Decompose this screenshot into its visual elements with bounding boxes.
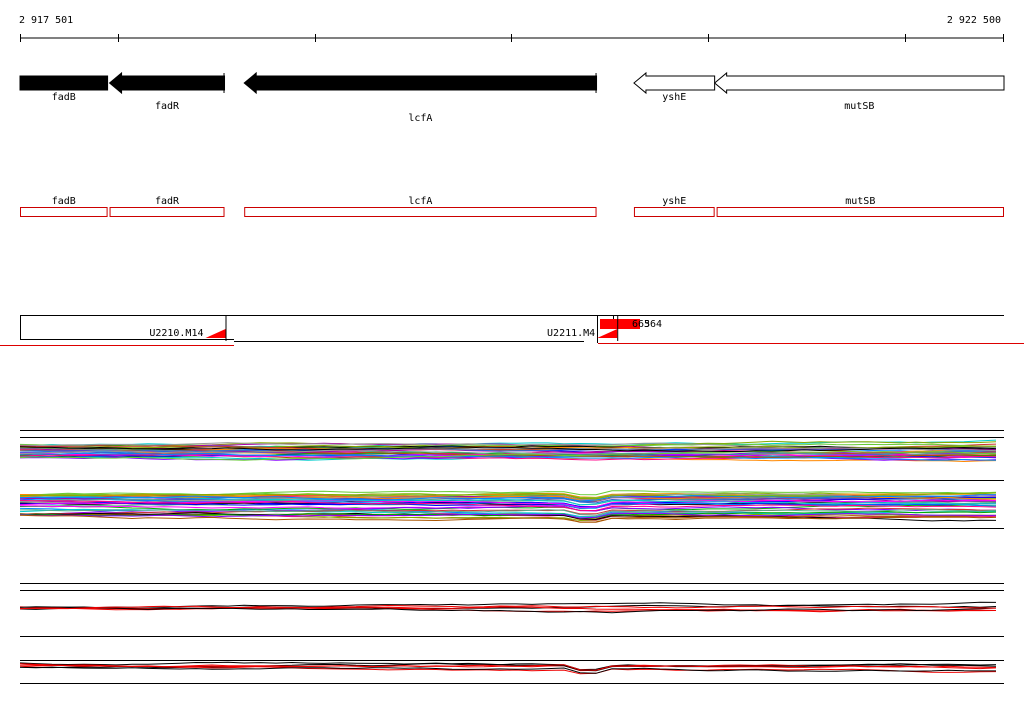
panel-2-lower-line-4 [19, 666, 996, 674]
transcript-end-marker-1 [205, 329, 226, 338]
panel-1-lower-line-9 [19, 490, 997, 496]
panel-1-lower-line-29 [19, 510, 997, 519]
panel-1-upper-line-29 [19, 445, 997, 455]
region-label-mutSB: mutSB [845, 196, 875, 207]
transcript-label-1: U2210.M14 [149, 328, 203, 339]
region-label-yshE: yshE [662, 196, 686, 207]
gene-label-fadR: fadR [155, 101, 180, 112]
ruler-start-label: 2 917 501 [19, 15, 73, 26]
gene-arrow-lcfA [243, 71, 598, 95]
region-box-fadR [109, 207, 225, 217]
panel-1-lower-line-38 [19, 514, 997, 523]
region-box-mutSB [716, 207, 1004, 217]
gene-arrow-mutSB [713, 71, 1005, 95]
panel-1-lower-line-31 [19, 499, 997, 508]
gene-arrow-fadB [19, 75, 109, 91]
coordinate-ruler: 2 917 501 2 922 500 [19, 15, 1004, 42]
panel-2-lower-line-5 [19, 664, 997, 671]
gene-label-mutSB: mutSB [844, 101, 874, 112]
panel-1-upper-line-26 [19, 449, 996, 458]
gene-track: fadB fadR lcfA yshE mutSB [19, 71, 1005, 124]
panel-2-upper-line-4 [19, 606, 997, 614]
panel-1-lower-line-34 [19, 512, 996, 519]
panel-1-upper-line-30 [19, 447, 997, 452]
panel-1-upper-line-32 [19, 447, 997, 455]
panel-1-upper-line-31 [19, 451, 997, 461]
expression-panel-1 [19, 430, 1004, 529]
region-label-fadR: fadR [155, 196, 180, 207]
panel-1-profile-lines [19, 439, 997, 523]
gene-label-fadB: fadB [52, 92, 76, 103]
panel-1-upper-line-6 [19, 440, 997, 449]
region-track: fadB fadR lcfA yshE mutSB [20, 196, 1004, 217]
panel-1-lower-line-27 [20, 493, 997, 504]
region-label-fadB: fadB [52, 196, 76, 207]
panel-1-lower-line-37 [19, 494, 997, 502]
transcript-end-marker-2 [597, 329, 618, 338]
panel-2-upper-line-3 [19, 606, 997, 612]
panel-2-upper-line-5 [19, 604, 997, 610]
overlap-marker-bar [600, 319, 640, 329]
region-box-fadB [20, 207, 108, 217]
panel-2-lower-line-2 [19, 661, 997, 672]
gene-label-yshE: yshE [662, 92, 686, 103]
panel-1-upper-line-33 [19, 446, 997, 452]
gene-arrow-fadR [108, 71, 226, 95]
region-box-lcfA [244, 207, 597, 217]
overlap-label-2: 564 [644, 319, 662, 330]
gene-arrow-yshE [633, 71, 716, 95]
panel-2-profile-lines [19, 601, 997, 675]
panel-1-upper-line-25 [19, 452, 997, 461]
gene-label-lcfA: lcfA [408, 113, 432, 124]
panel-1-lower-line-32 [19, 495, 997, 506]
region-label-lcfA: lcfA [408, 196, 432, 207]
transcript-label-2: U2211.M4 [547, 328, 595, 339]
overlap-label-1: 663 [632, 319, 650, 330]
region-box-yshE [633, 207, 715, 217]
panel-1-lower-line-24 [19, 507, 997, 515]
expression-panel-2 [19, 583, 1004, 684]
ruler-ticks [20, 34, 1004, 42]
panel-1-lower-line-17 [19, 505, 997, 515]
ruler-end-label: 2 922 500 [947, 15, 1001, 26]
panel-1-lower-line-39 [19, 509, 997, 516]
transcript-track: 663 564 U2210.M14 U2211.M4 [0, 315, 1024, 346]
panel-1-lower-line-36 [19, 500, 997, 512]
